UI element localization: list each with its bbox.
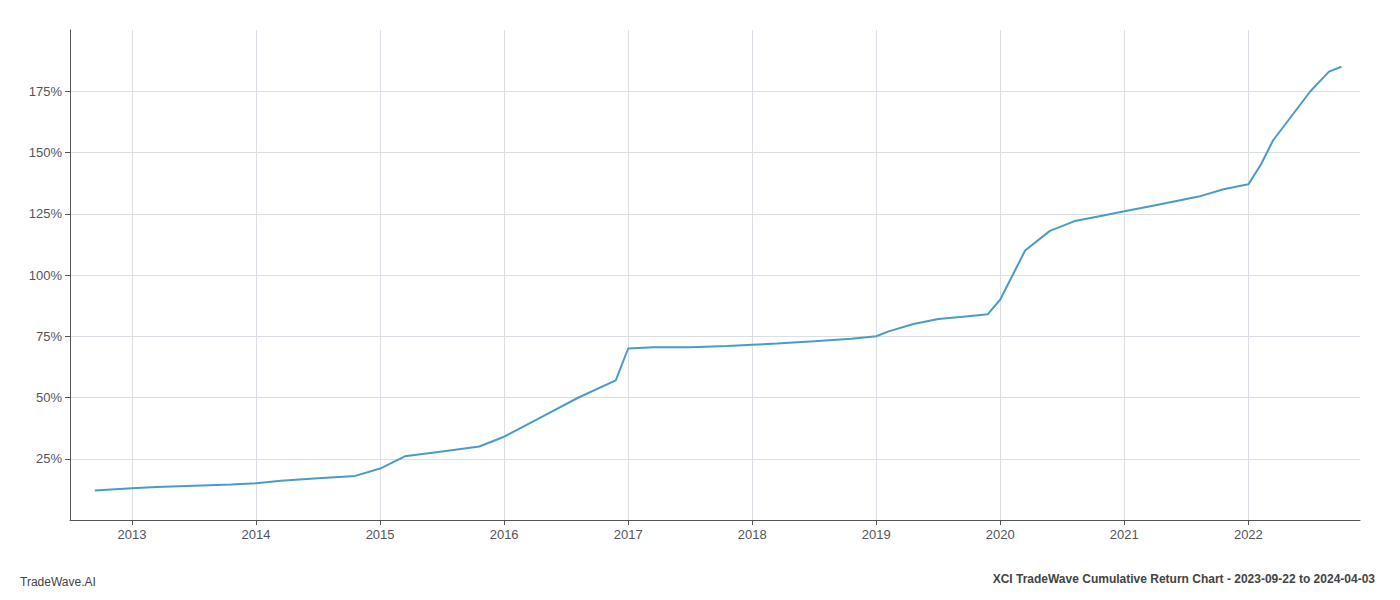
svg-text:2016: 2016 xyxy=(490,527,519,542)
svg-text:2020: 2020 xyxy=(986,527,1015,542)
svg-text:2018: 2018 xyxy=(738,527,767,542)
svg-text:2022: 2022 xyxy=(1234,527,1263,542)
svg-text:2013: 2013 xyxy=(118,527,147,542)
svg-text:75%: 75% xyxy=(36,329,62,344)
svg-text:XCI TradeWave Cumulative Retur: XCI TradeWave Cumulative Return Chart - … xyxy=(993,572,1376,586)
svg-text:2017: 2017 xyxy=(614,527,643,542)
svg-text:2019: 2019 xyxy=(862,527,891,542)
svg-text:150%: 150% xyxy=(29,145,63,160)
svg-text:175%: 175% xyxy=(29,84,63,99)
svg-text:2014: 2014 xyxy=(242,527,271,542)
svg-text:125%: 125% xyxy=(29,206,63,221)
svg-text:2015: 2015 xyxy=(366,527,395,542)
svg-text:TradeWave.AI: TradeWave.AI xyxy=(20,575,96,589)
svg-text:100%: 100% xyxy=(29,268,63,283)
svg-text:50%: 50% xyxy=(36,390,62,405)
svg-text:2021: 2021 xyxy=(1110,527,1139,542)
svg-text:25%: 25% xyxy=(36,451,62,466)
